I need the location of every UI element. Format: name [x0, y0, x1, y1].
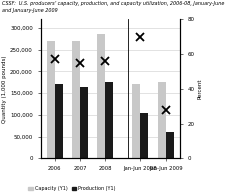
Bar: [132, 85, 140, 158]
Bar: [158, 82, 166, 158]
Bar: [72, 41, 80, 158]
Bar: [166, 132, 174, 158]
Y-axis label: Percent: Percent: [197, 79, 202, 99]
Text: and January-June 2009: and January-June 2009: [2, 8, 58, 13]
Y-axis label: Quantity (1,000 pounds): Quantity (1,000 pounds): [2, 55, 7, 123]
Bar: [105, 82, 113, 158]
Bar: [80, 87, 88, 158]
Bar: [47, 41, 55, 158]
Bar: [97, 35, 105, 158]
Text: CSSF:  U.S. producers’ capacity, production, and capacity utilization, 2006-08, : CSSF: U.S. producers’ capacity, producti…: [2, 1, 225, 6]
Bar: [55, 85, 63, 158]
Bar: [140, 113, 148, 158]
